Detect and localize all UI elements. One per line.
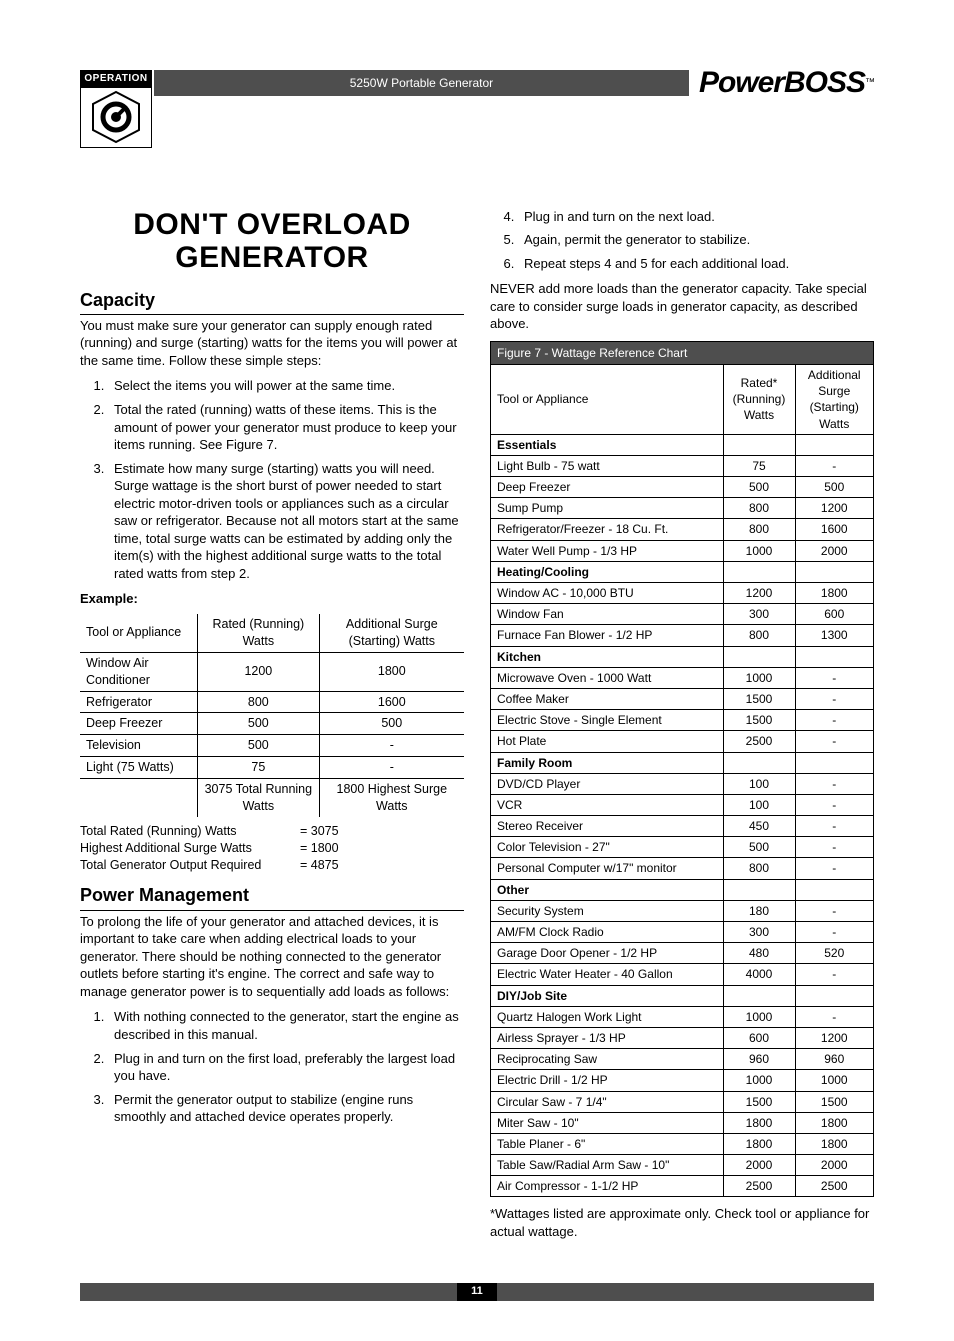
wattage-reference-table: Tool or ApplianceRated* (Running) WattsA… <box>491 364 873 1197</box>
footer-stripe-left <box>80 1283 457 1301</box>
list-item: Repeat steps 4 and 5 for each additional… <box>518 255 874 273</box>
list-item: Again, permit the generator to stabilize… <box>518 231 874 249</box>
page-header: OPERATION 5250W Portable Generator Power… <box>80 70 874 148</box>
main-title: DON'T OVERLOADGENERATOR <box>80 208 464 274</box>
example-table: Tool or ApplianceRated (Running) WattsAd… <box>80 614 464 817</box>
list-item: Plug in and turn on the first load, pref… <box>108 1050 464 1085</box>
footer-stripe-right <box>497 1283 874 1301</box>
header-product-bar: 5250W Portable Generator <box>154 70 689 96</box>
right-column: Plug in and turn on the next load. Again,… <box>490 208 874 1249</box>
capacity-steps-list: Select the items you will power at the s… <box>80 377 464 582</box>
list-item: With nothing connected to the generator,… <box>108 1008 464 1043</box>
power-management-heading: Power Management <box>80 883 464 910</box>
left-column: DON'T OVERLOADGENERATOR Capacity You mus… <box>80 208 464 1249</box>
list-item: Select the items you will power at the s… <box>108 377 464 395</box>
wattage-reference-figure: Figure 7 - Wattage Reference Chart Tool … <box>490 341 874 1198</box>
wattage-footnote: *Wattages listed are approximate only. C… <box>490 1205 874 1240</box>
list-item: Plug in and turn on the next load. <box>518 208 874 226</box>
capacity-paragraph: You must make sure your generator can su… <box>80 317 464 370</box>
capacity-heading: Capacity <box>80 288 464 315</box>
product-name: 5250W Portable Generator <box>350 75 493 91</box>
brand-logo: PowerBOSS™ <box>699 70 874 96</box>
example-label: Example: <box>80 590 464 608</box>
never-paragraph: NEVER add more loads than the generator … <box>490 280 874 333</box>
figure-caption: Figure 7 - Wattage Reference Chart <box>491 342 873 364</box>
totals-block: Total Rated (Running) Watts= 3075Highest… <box>80 823 464 874</box>
operation-icon <box>80 88 152 148</box>
continued-steps-list: Plug in and turn on the next load. Again,… <box>490 208 874 273</box>
list-item: Estimate how many surge (starting) watts… <box>108 460 464 583</box>
operation-badge: OPERATION <box>80 70 152 148</box>
operation-label: OPERATION <box>80 70 152 88</box>
page-number: 11 <box>457 1283 497 1301</box>
page-footer: 11 <box>80 1283 874 1301</box>
power-steps-list: With nothing connected to the generator,… <box>80 1008 464 1125</box>
list-item: Permit the generator output to stabilize… <box>108 1091 464 1126</box>
power-management-paragraph: To prolong the life of your generator an… <box>80 913 464 1001</box>
list-item: Total the rated (running) watts of these… <box>108 401 464 454</box>
